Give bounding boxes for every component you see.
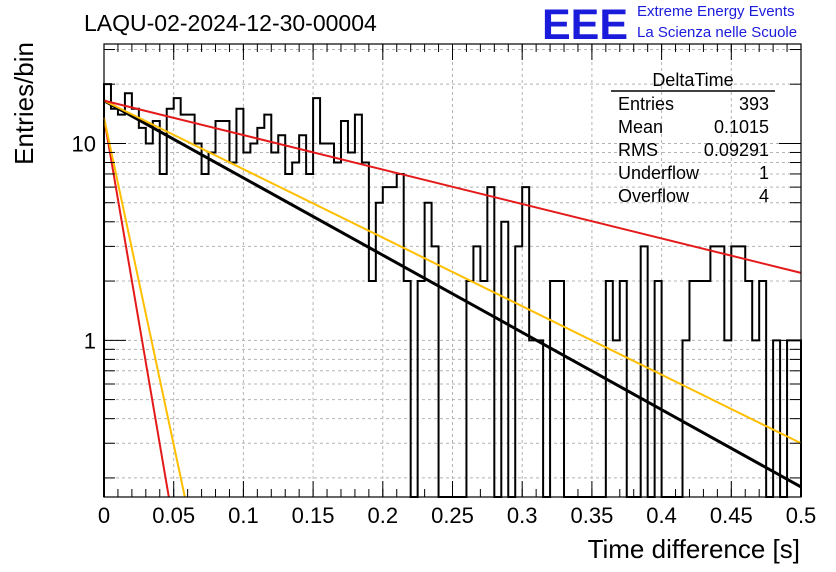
x-tick-label: 0.1 (228, 503, 259, 528)
x-tick-label: 0.35 (570, 503, 613, 528)
stats-value-entries: 393 (739, 94, 769, 114)
x-tick-label: 0.25 (431, 503, 474, 528)
y-tick-label: 10 (72, 131, 96, 156)
y-axis-title: Entries/bin (9, 42, 39, 165)
eee-logo: EEE (542, 1, 629, 49)
fit-line-3 (103, 99, 802, 274)
stats-label-overflow: Overflow (618, 186, 690, 206)
histogram-outline (103, 83, 802, 498)
stats-value-overflow: 4 (759, 186, 769, 206)
stats-value-rms: 0.09291 (704, 140, 769, 160)
stats-value-underflow: 1 (759, 163, 769, 183)
run-title: LAQU-02-2024-12-30-00004 (84, 10, 377, 36)
x-tick-label: 0.2 (368, 503, 399, 528)
x-tick-label: 0.15 (292, 503, 335, 528)
x-tick-label: 0.3 (507, 503, 538, 528)
x-tick-label: 0.4 (646, 503, 677, 528)
stats-box: DeltaTime Entries 393 Mean 0.1015 RMS 0.… (611, 70, 775, 206)
stats-value-mean: 0.1015 (714, 117, 769, 137)
fit-line-5 (103, 117, 186, 498)
x-tick-label: 0.05 (152, 503, 195, 528)
stats-label-underflow: Underflow (618, 163, 700, 183)
x-axis-title: Time difference [s] (588, 534, 800, 564)
y-tick-label: 1 (84, 328, 96, 353)
x-tick-label: 0.45 (710, 503, 753, 528)
stats-title: DeltaTime (652, 70, 733, 90)
fit-line-2 (103, 99, 802, 445)
x-tick-label: 0 (98, 503, 110, 528)
x-tick-label: 0.5 (786, 503, 817, 528)
stats-label-entries: Entries (618, 94, 674, 114)
histogram-bars (103, 83, 802, 498)
fit-lines (103, 99, 802, 498)
stats-label-rms: RMS (618, 140, 658, 160)
org-name-line1: Extreme Energy Events (637, 3, 795, 20)
grid (104, 44, 801, 497)
fit-line-1 (103, 99, 802, 489)
org-name-line2: La Scienza nelle Scuole (637, 24, 798, 41)
stats-label-mean: Mean (618, 117, 663, 137)
fit-line-4 (103, 117, 170, 498)
axis-ticks: 0 0.05 0.1 0.15 0.2 0.25 0.3 0.35 0.4 0.45 0.5 1 10 (72, 44, 817, 528)
